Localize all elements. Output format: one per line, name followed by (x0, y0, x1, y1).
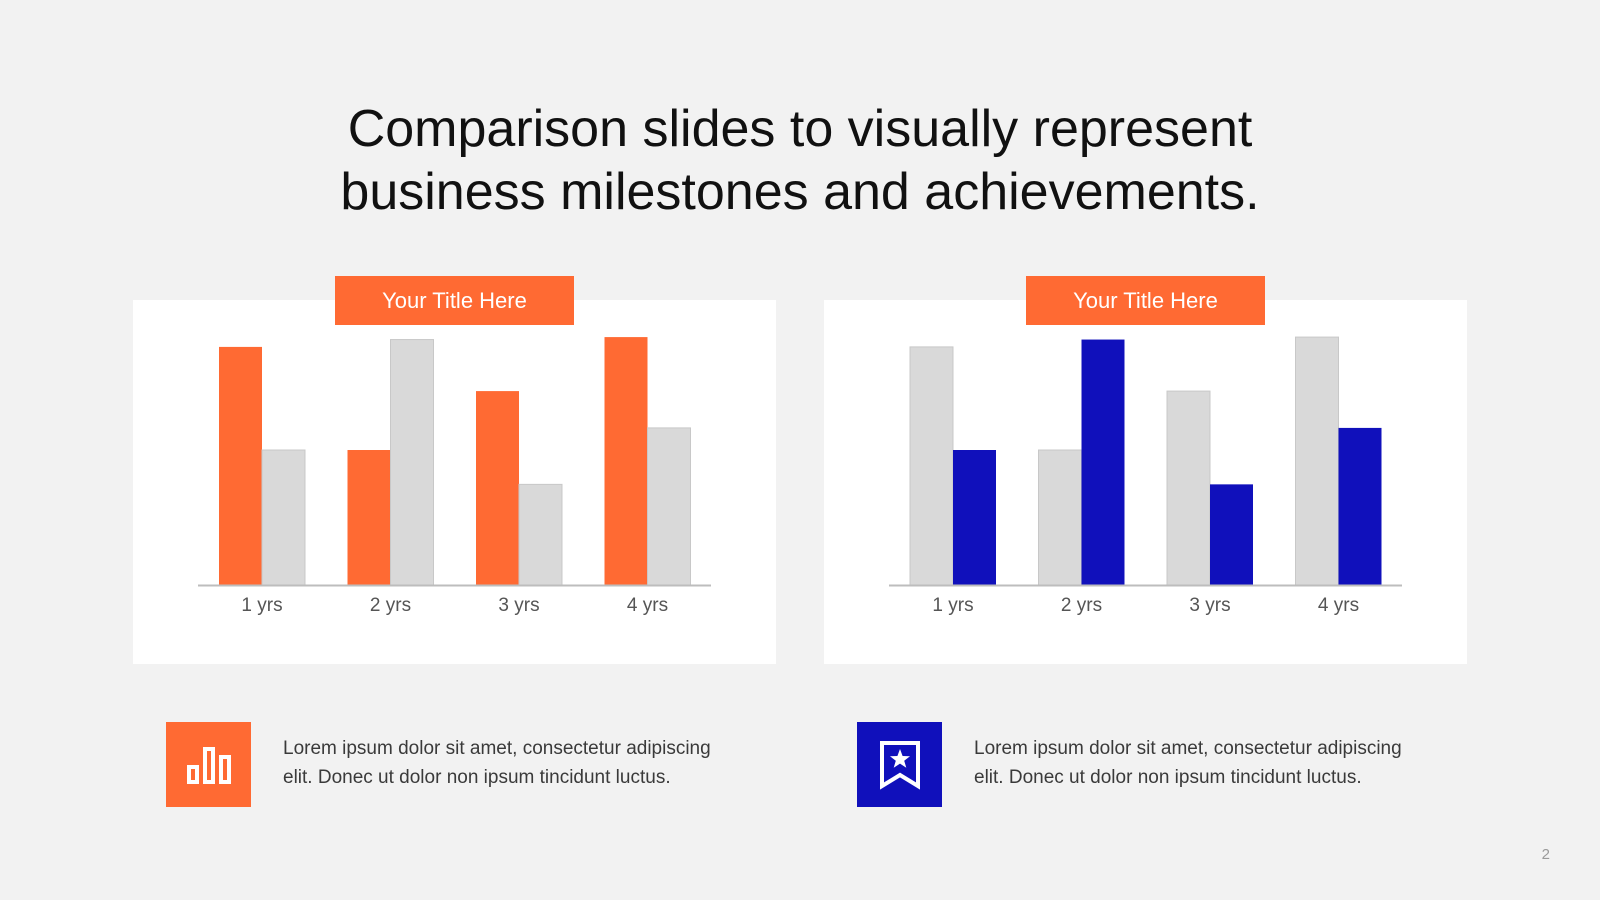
chart-panel-right: Your Title Here 1 yrs 2 yrs 3 yrs 4 yrs (824, 276, 1467, 664)
bar-right-2-1 (953, 450, 996, 585)
slide-title-line-2: business milestones and achievements. (340, 163, 1260, 221)
x-tick-label-left-2: 2 yrs (370, 595, 411, 616)
bar-right-1-2 (1038, 449, 1082, 586)
slide-title-line-1: Comparison slides to visually represent (347, 100, 1253, 158)
chart-panel-title-right: Your Title Here (1026, 276, 1265, 325)
feature-description-left: Lorem ipsum dolor sit amet, consectetur … (283, 738, 711, 788)
bar-chart-right: 1 yrs 2 yrs 3 yrs 4 yrs (889, 336, 1402, 616)
feature-description-right: Lorem ipsum dolor sit amet, consectetur … (974, 738, 1402, 788)
page-number: 2 (1541, 846, 1550, 863)
bar-right-2-4 (1338, 427, 1382, 585)
x-tick-label-right-4: 4 yrs (1318, 595, 1359, 616)
bar-chart-left: 1 yrs 2 yrs 3 yrs 4 yrs (198, 337, 711, 616)
x-tick-label-right-3: 3 yrs (1189, 595, 1230, 616)
slide-title: Comparison slides to visually represent … (0, 98, 1600, 224)
bar-left-2-3 (518, 483, 563, 586)
x-tick-label-left-3: 3 yrs (498, 595, 539, 616)
bar-right-1-1 (909, 346, 954, 586)
x-tick-label-left-4: 4 yrs (627, 595, 668, 616)
chart-panel-left: Your Title Here 1 yrs 2 yrs 3 yrs 4 yrs (133, 276, 776, 664)
bar-left-2-2 (390, 339, 434, 586)
bar-right-1-4 (1295, 336, 1339, 586)
bar-right-2-3 (1210, 484, 1253, 585)
bar-left-1-4 (604, 337, 648, 585)
x-tick-label-right-1: 1 yrs (932, 595, 973, 616)
bar-left-2-1 (261, 449, 306, 586)
bar-chart-icon (166, 722, 251, 807)
x-tick-label-right-2: 2 yrs (1061, 595, 1102, 616)
bookmark-star-icon (857, 722, 942, 807)
bar-right-2-2 (1081, 339, 1125, 585)
bar-right-1-3 (1166, 390, 1211, 586)
bar-left-1-2 (347, 450, 391, 585)
bar-left-1-1 (219, 346, 262, 585)
chart-panel-title-left: Your Title Here (335, 276, 574, 325)
bar-left-2-4 (647, 427, 691, 586)
bar-left-1-3 (476, 391, 519, 585)
x-tick-label-left-1: 1 yrs (241, 595, 282, 616)
